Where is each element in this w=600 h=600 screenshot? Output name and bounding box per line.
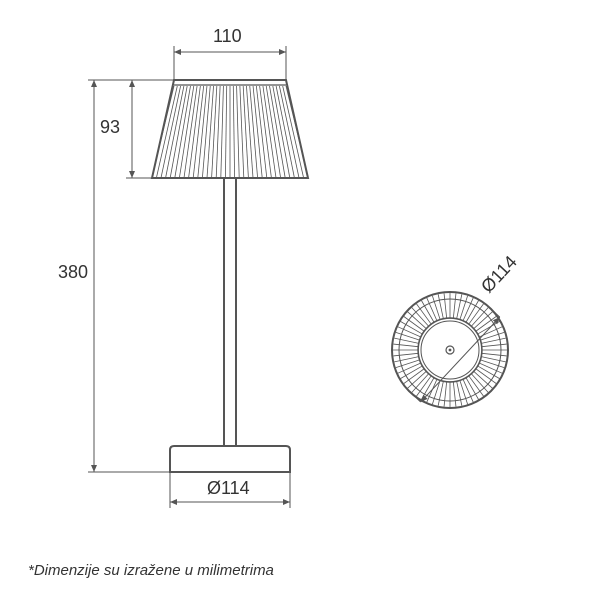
dim-shade-height: 93 (100, 117, 120, 138)
footnote: *Dimenzije su izražene u milimetrima (28, 562, 274, 579)
dim-total-height: 380 (58, 262, 88, 283)
diagram-svg (0, 0, 600, 600)
dim-base-diameter: Ø114 (207, 478, 250, 499)
dim-shade-top-width: 110 (213, 26, 242, 47)
diagram-stage: 110 93 380 Ø114 Ø114 *Dimenzije su izraž… (0, 0, 600, 600)
